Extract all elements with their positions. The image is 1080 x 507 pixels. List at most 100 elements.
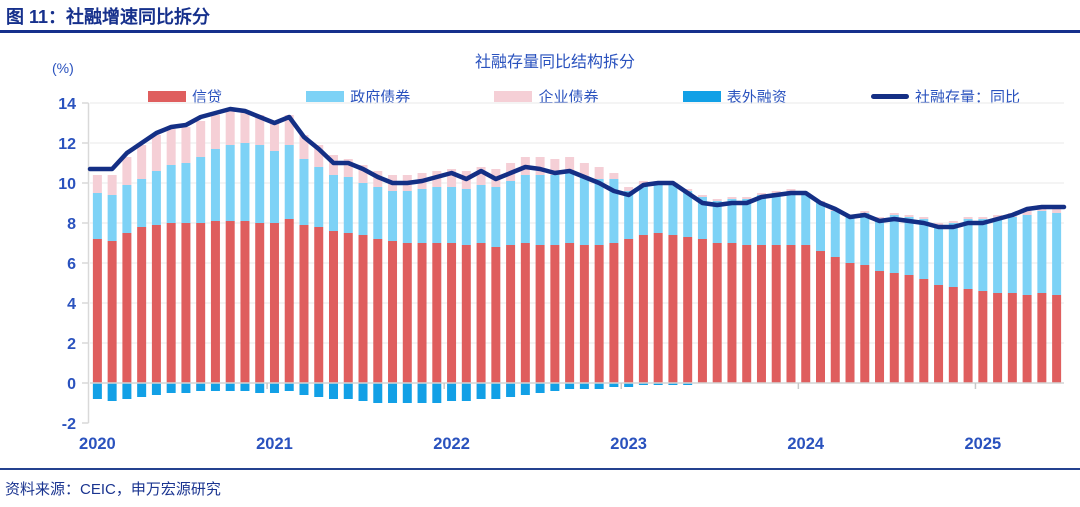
bar-segment-off-balance[interactable] [225,383,235,391]
bar-segment-credit[interactable] [1007,293,1017,383]
bar-segment-credit[interactable] [1022,295,1032,383]
bar-segment-credit[interactable] [388,241,398,383]
bar-segment-credit[interactable] [240,221,250,383]
bar-segment-credit[interactable] [742,245,752,383]
bar-segment-credit[interactable] [565,243,575,383]
bar-segment-gov-bonds[interactable] [904,217,914,275]
bar-segment-corp-bonds[interactable] [225,111,235,145]
bar-segment-credit[interactable] [786,245,796,383]
bar-segment-credit[interactable] [579,245,589,383]
bar-segment-corp-bonds[interactable] [963,217,973,219]
bar-segment-credit[interactable] [904,275,914,383]
bar-segment-gov-bonds[interactable] [624,191,634,239]
bar-segment-off-balance[interactable] [579,383,589,389]
bar-segment-gov-bonds[interactable] [653,183,663,233]
bar-segment-gov-bonds[interactable] [594,179,604,245]
bar-segment-gov-bonds[interactable] [830,211,840,257]
bar-segment-credit[interactable] [594,245,604,383]
bar-segment-gov-bonds[interactable] [742,199,752,245]
bar-segment-credit[interactable] [181,223,191,383]
bar-segment-credit[interactable] [978,291,988,383]
bar-segment-corp-bonds[interactable] [904,215,914,217]
bar-segment-corp-bonds[interactable] [92,175,102,193]
bar-segment-credit[interactable] [151,225,161,383]
bar-segment-gov-bonds[interactable] [196,157,206,223]
bar-segment-corp-bonds[interactable] [535,157,545,175]
bar-segment-gov-bonds[interactable] [609,179,619,243]
bar-segment-credit[interactable] [373,239,383,383]
bar-segment-credit[interactable] [314,227,324,383]
bar-segment-corp-bonds[interactable] [107,175,117,195]
bar-segment-corp-bonds[interactable] [978,217,988,219]
bar-segment-off-balance[interactable] [461,383,471,401]
bar-segment-gov-bonds[interactable] [373,187,383,239]
bar-segment-gov-bonds[interactable] [727,199,737,243]
bar-segment-corp-bonds[interactable] [284,115,294,145]
bar-segment-off-balance[interactable] [476,383,486,399]
bar-segment-gov-bonds[interactable] [948,223,958,287]
bar-segment-corp-bonds[interactable] [181,127,191,163]
bar-segment-gov-bonds[interactable] [388,191,398,241]
bar-segment-gov-bonds[interactable] [963,219,973,289]
bar-segment-off-balance[interactable] [269,383,279,393]
bar-segment-gov-bonds[interactable] [697,197,707,239]
bar-segment-gov-bonds[interactable] [889,215,899,273]
bar-segment-gov-bonds[interactable] [993,219,1003,293]
bar-segment-gov-bonds[interactable] [668,185,678,235]
bar-segment-off-balance[interactable] [373,383,383,403]
bar-segment-credit[interactable] [402,243,412,383]
bar-segment-corp-bonds[interactable] [948,221,958,223]
bar-segment-credit[interactable] [166,223,176,383]
bar-segment-corp-bonds[interactable] [565,157,575,173]
bar-segment-credit[interactable] [255,223,265,383]
bar-segment-credit[interactable] [210,221,220,383]
bar-segment-credit[interactable] [550,245,560,383]
bar-segment-credit[interactable] [609,243,619,383]
bar-segment-corp-bonds[interactable] [1022,211,1032,215]
bar-segment-credit[interactable] [535,245,545,383]
bar-segment-corp-bonds[interactable] [299,135,309,159]
bar-segment-credit[interactable] [520,243,530,383]
bar-segment-credit[interactable] [269,223,279,383]
bar-segment-credit[interactable] [668,235,678,383]
bar-segment-off-balance[interactable] [329,383,338,399]
bar-segment-gov-bonds[interactable] [550,175,560,245]
bar-segment-credit[interactable] [417,243,427,383]
bar-segment-corp-bonds[interactable] [683,189,693,191]
bar-segment-gov-bonds[interactable] [756,195,766,245]
legend-item-credit[interactable]: 信贷 [148,86,222,107]
bar-segment-corp-bonds[interactable] [756,193,766,195]
bar-segment-off-balance[interactable] [668,383,678,385]
bar-segment-credit[interactable] [683,237,693,383]
bar-segment-gov-bonds[interactable] [875,219,885,271]
bar-segment-gov-bonds[interactable] [107,195,117,241]
bar-segment-off-balance[interactable] [196,383,206,391]
bar-segment-credit[interactable] [875,271,885,383]
bar-segment-gov-bonds[interactable] [417,189,427,243]
bar-segment-off-balance[interactable] [417,383,427,403]
bar-segment-corp-bonds[interactable] [697,195,707,197]
bar-segment-corp-bonds[interactable] [314,145,324,167]
bar-segment-credit[interactable] [934,285,944,383]
bar-segment-off-balance[interactable] [638,383,648,385]
bar-segment-gov-bonds[interactable] [771,193,781,245]
bar-segment-credit[interactable] [653,233,663,383]
bar-segment-gov-bonds[interactable] [860,213,870,265]
bar-segment-credit[interactable] [432,243,442,383]
bar-segment-off-balance[interactable] [107,383,117,401]
bar-segment-gov-bonds[interactable] [506,181,516,245]
bar-segment-corp-bonds[interactable] [1052,207,1062,213]
bar-segment-credit[interactable] [137,227,147,383]
bar-segment-gov-bonds[interactable] [491,187,501,247]
bar-segment-gov-bonds[interactable] [845,217,855,263]
bar-segment-credit[interactable] [461,245,471,383]
bar-segment-credit[interactable] [358,235,368,383]
bar-segment-gov-bonds[interactable] [1052,213,1062,295]
bar-segment-gov-bonds[interactable] [461,189,471,245]
bar-segment-off-balance[interactable] [491,383,501,399]
bar-segment-off-balance[interactable] [255,383,265,393]
bar-segment-corp-bonds[interactable] [151,135,161,171]
bar-segment-gov-bonds[interactable] [181,163,191,223]
bar-segment-gov-bonds[interactable] [476,185,486,243]
bar-segment-off-balance[interactable] [447,383,457,401]
